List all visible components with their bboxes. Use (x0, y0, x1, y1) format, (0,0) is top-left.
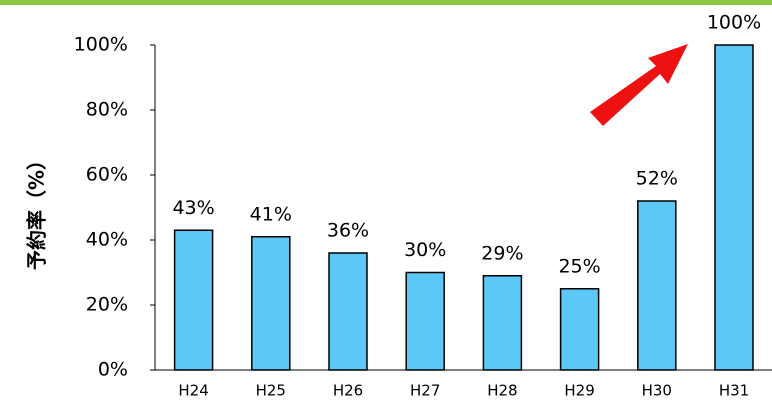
x-tick-label: H31 (719, 382, 749, 400)
value-label: 52% (636, 168, 678, 190)
bar (251, 236, 291, 371)
y-tick-label: 0% (98, 359, 128, 381)
bar (637, 200, 677, 371)
y-tick-label: 80% (86, 99, 128, 121)
y-tick-label: 60% (86, 164, 128, 186)
value-label: 100% (707, 12, 761, 34)
x-tick-label: H26 (333, 382, 363, 400)
bar (482, 275, 523, 371)
bar (173, 229, 214, 371)
value-label: 41% (250, 203, 292, 225)
x-tick-label: H28 (487, 382, 517, 400)
value-label: 43% (172, 197, 214, 219)
y-tick-label: 40% (86, 229, 128, 251)
arrow (590, 44, 688, 126)
bar (328, 252, 368, 371)
x-tick-label: H25 (256, 382, 286, 400)
x-tick-label: H30 (642, 382, 672, 400)
bar (405, 271, 445, 371)
y-tick-label: 100% (74, 34, 128, 56)
value-label: 36% (327, 220, 369, 242)
value-label: 30% (404, 239, 446, 261)
y-tick-label: 20% (86, 294, 128, 316)
top-border (0, 0, 772, 5)
value-label: 29% (481, 242, 523, 264)
y-axis-label: 予約率（%） (25, 150, 49, 270)
x-tick-label: H24 (178, 382, 208, 400)
x-tick-label: H27 (410, 382, 440, 400)
x-tick-label: H29 (564, 382, 594, 400)
bar (714, 44, 754, 371)
bar (559, 288, 600, 371)
value-label: 25% (558, 255, 600, 277)
